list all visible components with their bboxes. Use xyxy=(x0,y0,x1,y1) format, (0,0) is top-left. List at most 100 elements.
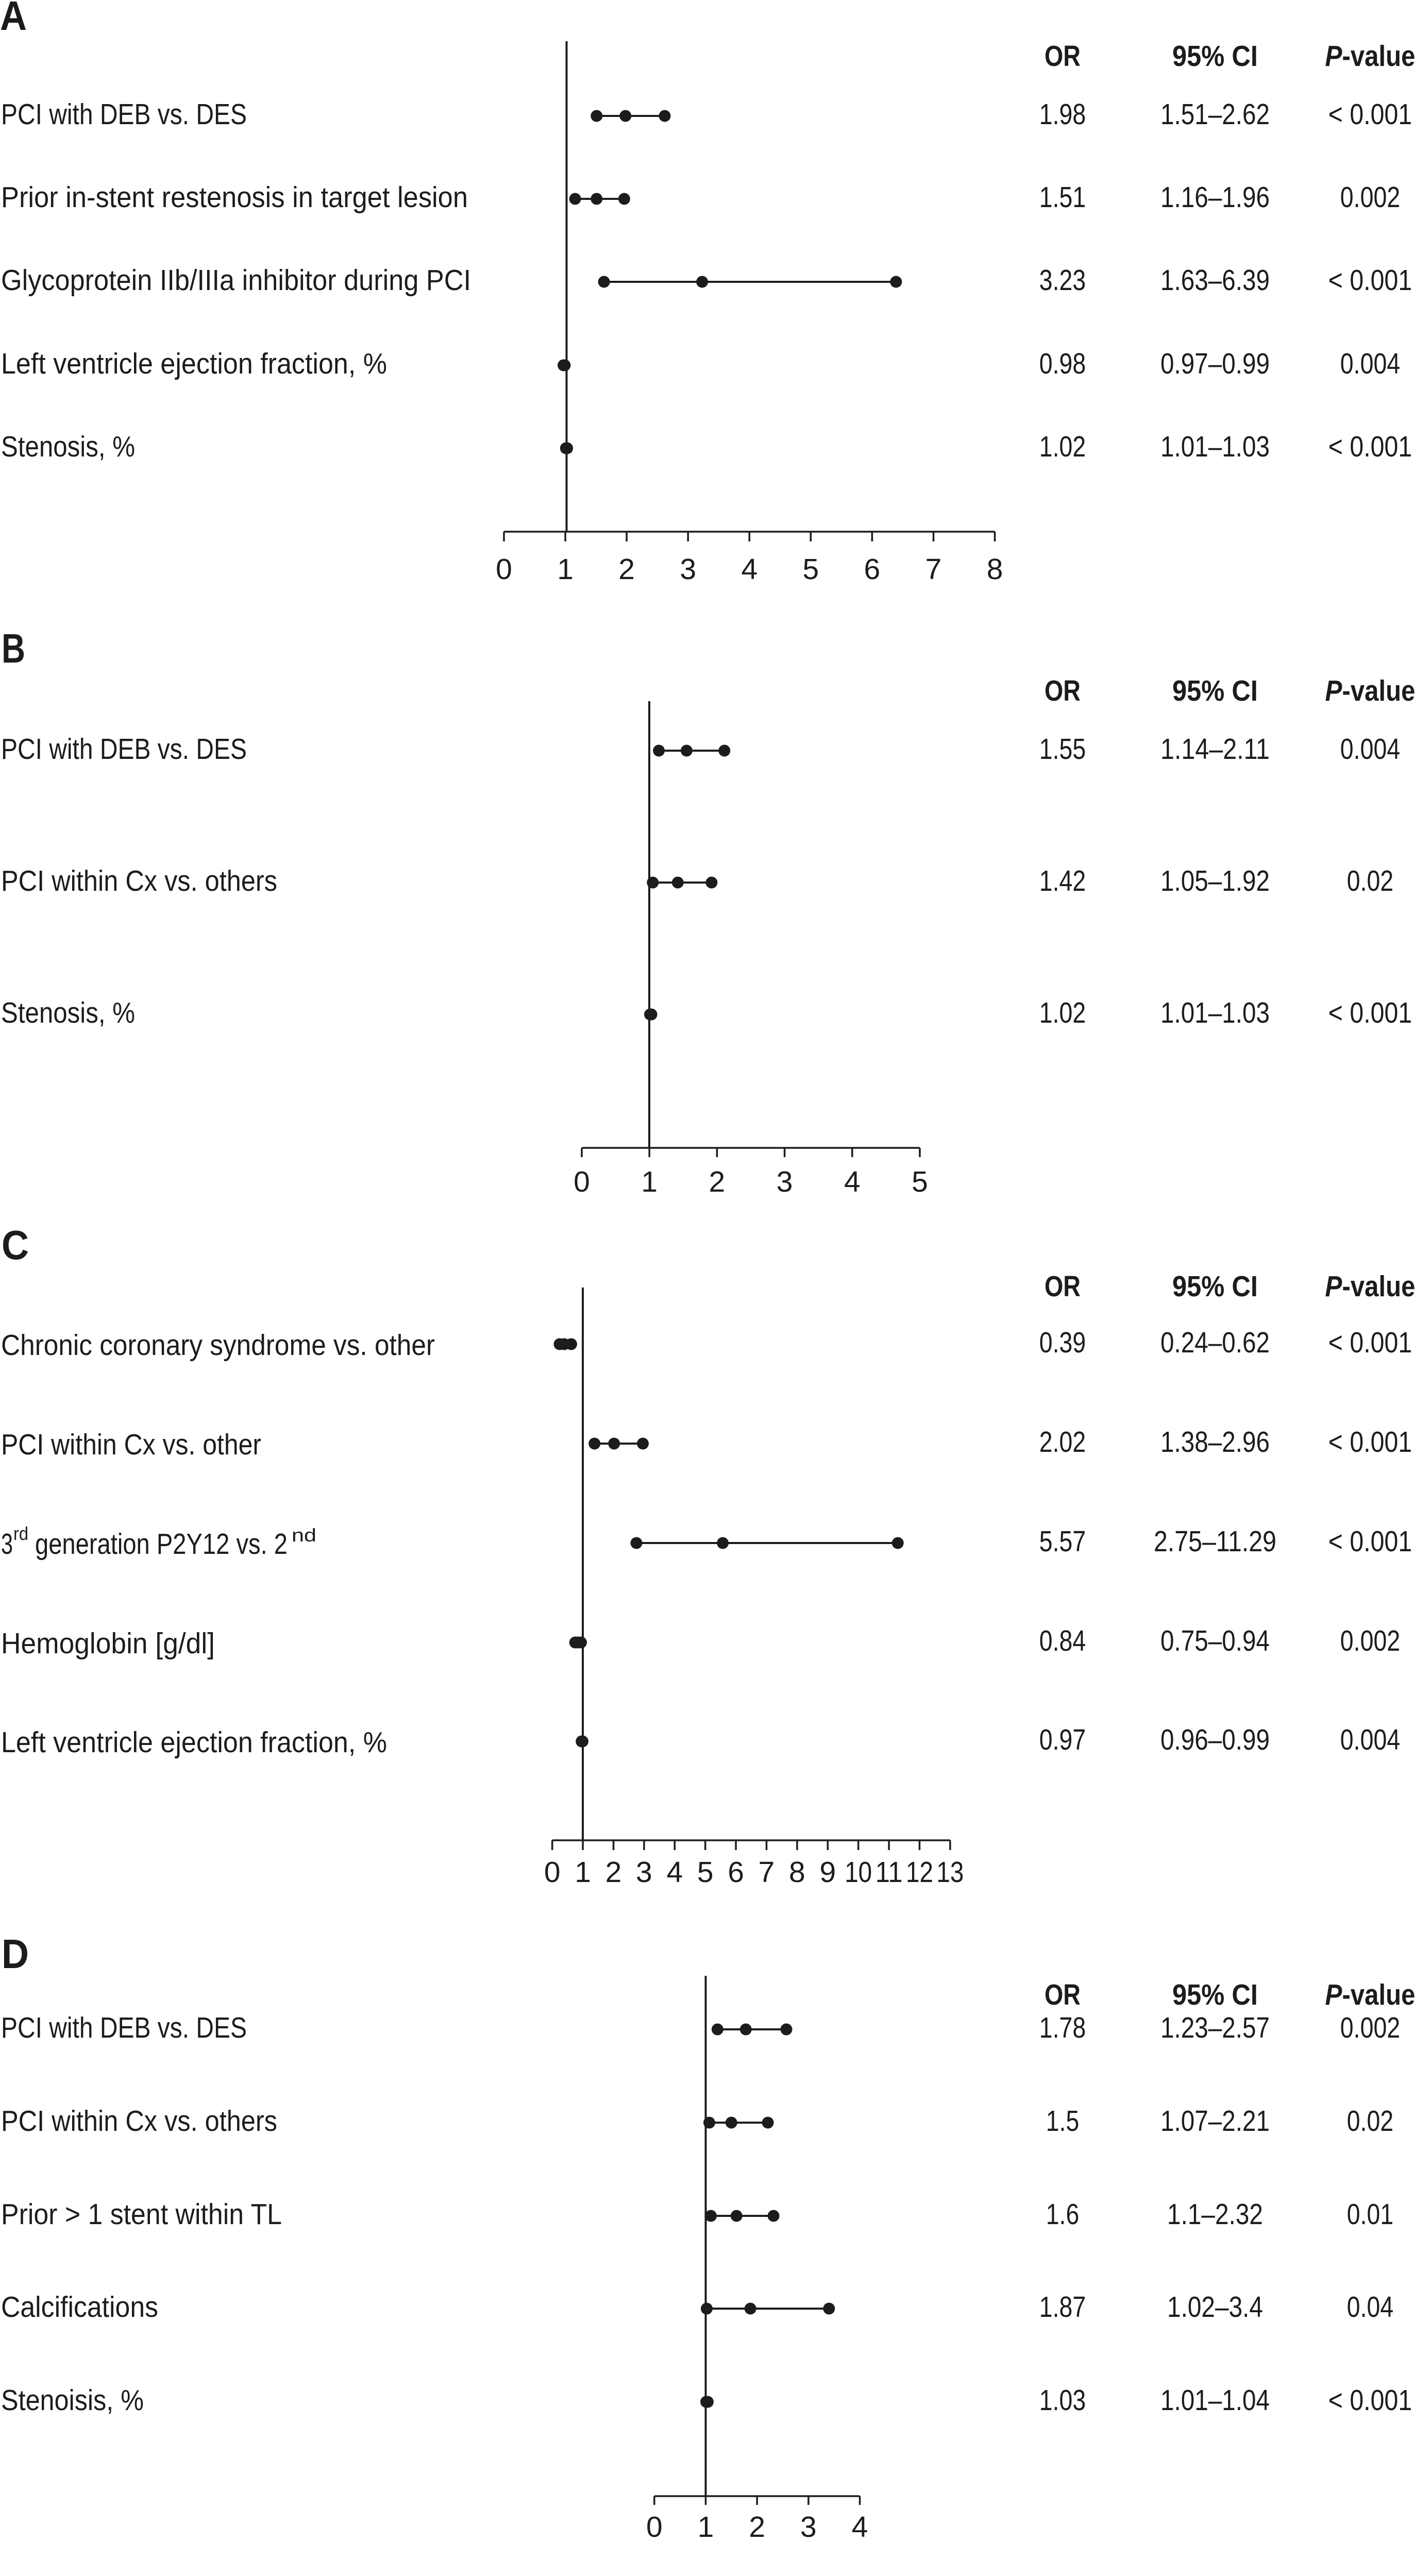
svg-text:0.39: 0.39 xyxy=(1039,1326,1086,1359)
svg-text:1.01–1.03: 1.01–1.03 xyxy=(1160,430,1270,463)
svg-text:1.03: 1.03 xyxy=(1039,2384,1086,2417)
svg-text:OR: OR xyxy=(1045,1978,1081,2011)
svg-text:1: 1 xyxy=(557,553,574,586)
svg-text:P: P xyxy=(1325,1270,1343,1303)
svg-text:-value: -value xyxy=(1342,40,1415,73)
svg-text:OR: OR xyxy=(1045,674,1081,707)
svg-text:0: 0 xyxy=(544,1856,561,1889)
svg-text:0.02: 0.02 xyxy=(1347,865,1394,897)
svg-text:2: 2 xyxy=(709,1165,726,1198)
svg-text:2.02: 2.02 xyxy=(1039,1426,1086,1459)
svg-text:0.01: 0.01 xyxy=(1347,2198,1394,2231)
svg-text:10: 10 xyxy=(845,1856,872,1889)
svg-text:1.01–1.04: 1.01–1.04 xyxy=(1160,2384,1270,2417)
svg-text:1: 1 xyxy=(641,1165,658,1198)
svg-text:1.98: 1.98 xyxy=(1039,98,1086,131)
svg-text:0.002: 0.002 xyxy=(1340,181,1401,214)
svg-text:C: C xyxy=(2,1222,29,1268)
svg-text:PCI with DEB vs. DES: PCI with DEB vs. DES xyxy=(1,733,247,766)
svg-text:2: 2 xyxy=(618,553,635,586)
svg-text:3: 3 xyxy=(777,1165,793,1198)
svg-text:2: 2 xyxy=(605,1856,622,1889)
svg-text:PCI with DEB vs. DES: PCI with DEB vs. DES xyxy=(1,98,247,131)
svg-text:3: 3 xyxy=(680,553,696,586)
svg-text:< 0.001: < 0.001 xyxy=(1328,430,1412,463)
svg-text:generation P2Y12 vs. 2: generation P2Y12 vs. 2 xyxy=(35,1528,288,1561)
svg-text:0: 0 xyxy=(574,1165,590,1198)
svg-text:1.16–1.96: 1.16–1.96 xyxy=(1160,181,1270,214)
svg-text:2: 2 xyxy=(749,2511,765,2544)
svg-text:0.75–0.94: 0.75–0.94 xyxy=(1160,1624,1270,1657)
svg-text:1.02: 1.02 xyxy=(1039,996,1086,1029)
svg-text:1.05–1.92: 1.05–1.92 xyxy=(1160,865,1270,897)
svg-text:PCI within Cx vs. others: PCI within Cx vs. others xyxy=(1,865,277,897)
svg-text:0.96–0.99: 0.96–0.99 xyxy=(1160,1723,1270,1756)
svg-text:1.87: 1.87 xyxy=(1039,2291,1086,2324)
svg-text:< 0.001: < 0.001 xyxy=(1328,1525,1412,1558)
svg-text:0.002: 0.002 xyxy=(1340,1624,1401,1657)
svg-text:13: 13 xyxy=(936,1856,964,1889)
svg-text:0.98: 0.98 xyxy=(1039,347,1086,380)
svg-text:4: 4 xyxy=(852,2511,868,2544)
svg-text:6: 6 xyxy=(864,553,881,586)
svg-text:3: 3 xyxy=(800,2511,817,2544)
svg-text:5: 5 xyxy=(697,1856,714,1889)
svg-text:1.02: 1.02 xyxy=(1039,430,1086,463)
svg-text:12: 12 xyxy=(906,1856,933,1889)
svg-text:1.01–1.03: 1.01–1.03 xyxy=(1160,996,1270,1029)
svg-text:1.51–2.62: 1.51–2.62 xyxy=(1160,98,1270,131)
svg-text:0.97–0.99: 0.97–0.99 xyxy=(1160,347,1270,380)
svg-text:0.97: 0.97 xyxy=(1039,1723,1086,1756)
svg-text:nd: nd xyxy=(292,1524,316,1546)
svg-text:Glycoprotein IIb/IIIa inhibito: Glycoprotein IIb/IIIa inhibitor during P… xyxy=(1,264,471,297)
svg-text:Left ventricle ejection fracti: Left ventricle ejection fraction, % xyxy=(1,1726,387,1759)
svg-text:< 0.001: < 0.001 xyxy=(1328,98,1412,131)
svg-text:< 0.001: < 0.001 xyxy=(1328,264,1412,297)
svg-text:5: 5 xyxy=(802,553,819,586)
svg-text:8: 8 xyxy=(789,1856,805,1889)
svg-text:OR: OR xyxy=(1045,1270,1081,1303)
svg-text:0.02: 0.02 xyxy=(1347,2105,1394,2138)
svg-text:4: 4 xyxy=(741,553,757,586)
svg-text:Prior > 1 stent within TL: Prior > 1 stent within TL xyxy=(1,2198,282,2231)
svg-text:< 0.001: < 0.001 xyxy=(1328,1326,1412,1359)
svg-text:D: D xyxy=(2,1931,29,1977)
svg-text:95% CI: 95% CI xyxy=(1172,1270,1258,1303)
svg-text:9: 9 xyxy=(819,1856,836,1889)
svg-text:A: A xyxy=(0,0,27,39)
svg-text:1.23–2.57: 1.23–2.57 xyxy=(1160,2011,1270,2044)
svg-text:4: 4 xyxy=(844,1165,861,1198)
svg-text:0.04: 0.04 xyxy=(1347,2291,1394,2324)
svg-text:2.75–11.29: 2.75–11.29 xyxy=(1154,1525,1276,1558)
svg-text:1.55: 1.55 xyxy=(1039,733,1086,766)
svg-text:7: 7 xyxy=(759,1856,775,1889)
svg-text:1: 1 xyxy=(575,1856,591,1889)
svg-text:1: 1 xyxy=(698,2511,714,2544)
svg-text:0.24–0.62: 0.24–0.62 xyxy=(1160,1326,1270,1359)
svg-text:Stenosis, %: Stenosis, % xyxy=(1,430,135,463)
svg-text:5.57: 5.57 xyxy=(1039,1525,1086,1558)
svg-text:-value: -value xyxy=(1342,1270,1415,1303)
svg-text:1.38–2.96: 1.38–2.96 xyxy=(1160,1426,1270,1459)
svg-text:3: 3 xyxy=(636,1856,652,1889)
svg-text:Prior in-stent restenosis in t: Prior in-stent restenosis in target lesi… xyxy=(1,181,468,214)
svg-text:P: P xyxy=(1325,40,1343,73)
svg-text:4: 4 xyxy=(666,1856,683,1889)
svg-text:1.07–2.21: 1.07–2.21 xyxy=(1160,2105,1270,2138)
svg-text:P: P xyxy=(1325,674,1343,707)
svg-text:5: 5 xyxy=(912,1165,928,1198)
svg-text:OR: OR xyxy=(1045,40,1081,73)
svg-text:11: 11 xyxy=(875,1856,903,1889)
svg-text:0: 0 xyxy=(496,553,512,586)
svg-text:< 0.001: < 0.001 xyxy=(1328,2384,1412,2417)
svg-text:1.5: 1.5 xyxy=(1046,2105,1080,2138)
svg-text:0.002: 0.002 xyxy=(1340,2011,1401,2044)
svg-text:< 0.001: < 0.001 xyxy=(1328,1426,1412,1459)
svg-text:PCI within Cx vs. others: PCI within Cx vs. others xyxy=(1,2105,277,2138)
svg-text:Left ventricle ejection fracti: Left ventricle ejection fraction, % xyxy=(1,347,387,380)
svg-text:1.1–2.32: 1.1–2.32 xyxy=(1167,2198,1263,2231)
svg-text:7: 7 xyxy=(925,553,942,586)
svg-text:P: P xyxy=(1325,1978,1343,2011)
svg-text:3.23: 3.23 xyxy=(1039,264,1086,297)
svg-text:-value: -value xyxy=(1342,674,1415,707)
